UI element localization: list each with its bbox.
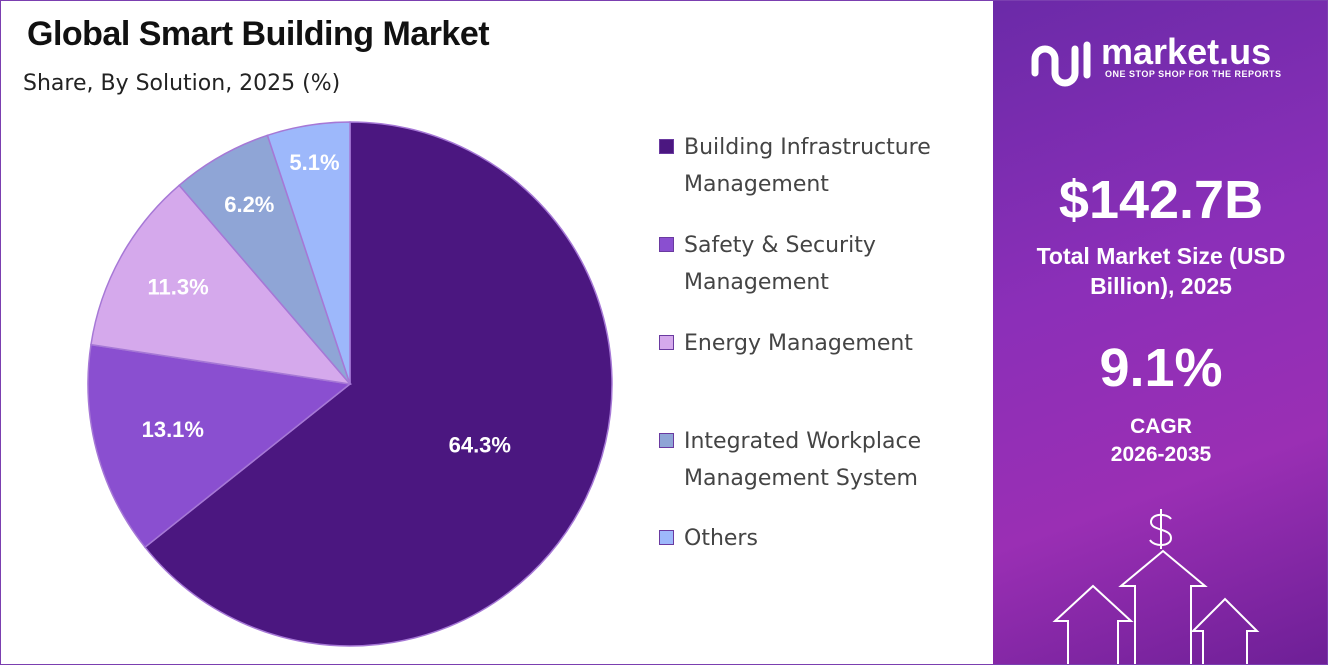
legend-entry: Building Infrastructure Management xyxy=(659,129,979,203)
logo-icon xyxy=(1031,41,1091,87)
brand-tagline: ONE STOP SHOP FOR THE REPORTS xyxy=(1105,69,1282,79)
data-label: 11.3% xyxy=(148,275,209,300)
data-label: 13.1% xyxy=(142,417,204,442)
legend-entry: Integrated Workplace Management System xyxy=(659,423,979,497)
legend-label: Others xyxy=(684,526,758,551)
data-label: 64.3% xyxy=(449,432,511,457)
cagr-label: CAGR xyxy=(1130,415,1192,438)
pie-slice xyxy=(266,121,351,385)
side-panel: market.us ONE STOP SHOP FOR THE REPORTS … xyxy=(993,1,1327,664)
legend-label: Building Infrastructure Management xyxy=(684,135,931,197)
legend-label: Energy Management xyxy=(684,331,913,356)
data-label: 5.1% xyxy=(289,150,339,175)
pie-chart: 64.3% 13.1% 11.3% 6.2% 5.1% xyxy=(87,121,613,647)
chart-subtitle: Share, By Solution, 2025 (%) xyxy=(23,71,341,96)
pie-slice xyxy=(143,121,613,647)
data-label: 6.2% xyxy=(224,192,274,217)
legend-swatch xyxy=(659,139,674,154)
cagr-period: 2026-2035 xyxy=(1110,443,1212,466)
legend-swatch xyxy=(659,530,674,545)
legend-entry: Energy Management xyxy=(659,325,979,362)
chart-title: Global Smart Building Market xyxy=(27,15,490,53)
legend-entry: Others xyxy=(659,520,979,557)
cagr-value: 9.1% xyxy=(1099,338,1223,398)
legend-label: Integrated Workplace Management System xyxy=(684,429,922,491)
arrow-icons xyxy=(1052,509,1260,664)
legend-swatch xyxy=(659,433,674,448)
market-size-label: Total Market Size (USD Billion), 2025 xyxy=(1036,243,1286,299)
brand-name: market.us xyxy=(1101,31,1272,72)
legend-label: Safety & Security Management xyxy=(684,233,876,295)
legend-entry: Safety & Security Management xyxy=(659,227,979,301)
legend-swatch xyxy=(659,335,674,350)
legend-swatch xyxy=(659,237,674,252)
market-size: $142.7B xyxy=(1058,170,1264,230)
panel-graphics xyxy=(1031,41,1260,664)
pie-slice xyxy=(90,184,352,386)
pie-slice xyxy=(87,343,352,549)
